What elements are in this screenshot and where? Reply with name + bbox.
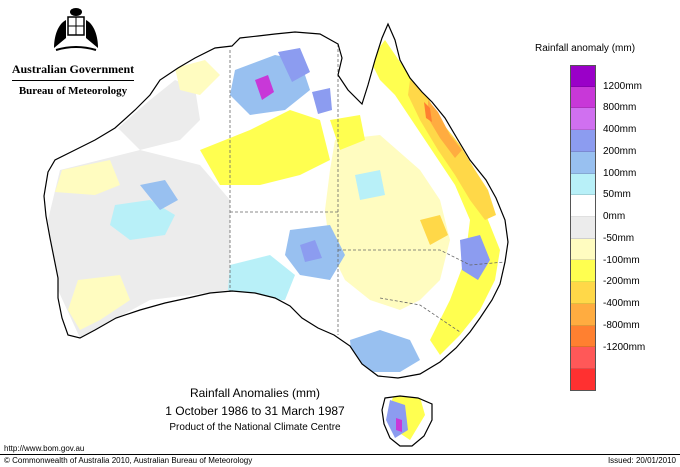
copyright-text: © Commonwealth of Australia 2010, Austra… — [4, 456, 253, 465]
map-period: 1 October 1986 to 31 March 1987 — [165, 404, 345, 418]
legend-swatch — [570, 130, 596, 152]
legend-frame — [570, 65, 596, 391]
anomaly-patches — [48, 40, 500, 440]
legend-swatch — [570, 151, 596, 174]
legend-swatch — [570, 173, 596, 196]
legend-tick-label: -400mm — [603, 298, 640, 310]
legend-color-bar — [570, 65, 596, 391]
legend-tick-label: -50mm — [603, 232, 635, 244]
logo-divider — [12, 80, 134, 81]
legend-swatch — [570, 86, 596, 109]
bureau-title: Bureau of Meteorology — [18, 85, 128, 97]
legend-tick-label: -800mm — [603, 319, 640, 331]
legend-swatch — [570, 325, 596, 348]
legend-swatch — [570, 108, 596, 131]
bom-url-link[interactable]: http://www.bom.gov.au — [4, 444, 85, 453]
legend-swatch — [570, 65, 596, 87]
legend-tick-label: 1200mm — [603, 80, 642, 92]
issued-date: Issued: 20/01/2010 — [607, 456, 676, 465]
legend-tick-label: -1200mm — [603, 341, 646, 353]
legend-swatch — [570, 238, 596, 261]
state-borders — [229, 44, 506, 335]
legend-swatch — [570, 282, 596, 304]
legend-tick-label: 0mm — [603, 211, 626, 223]
rainfall-anomaly-map — [43, 23, 509, 447]
legend-tick-label: 200mm — [603, 145, 637, 157]
legend-swatch — [570, 217, 596, 239]
government-logo: Australian Government Bureau of Meteorol… — [8, 6, 138, 97]
footer-divider — [0, 454, 680, 455]
legend-swatch — [570, 347, 596, 370]
map-title: Rainfall Anomalies (mm) — [189, 386, 321, 400]
map-product-note: Product of the National Climate Centre — [169, 422, 341, 433]
legend-tick-label: -200mm — [603, 276, 640, 288]
government-title: Australian Government — [11, 62, 135, 76]
legend-tick-label: 800mm — [603, 102, 637, 114]
legend-title: Rainfall anomaly (mm) — [535, 43, 636, 54]
legend-tick-label: 50mm — [603, 189, 631, 201]
legend-tick-label: -100mm — [603, 254, 640, 266]
legend-swatch — [570, 303, 596, 326]
coat-of-arms-icon — [54, 8, 98, 51]
legend-tick-label: 400mm — [603, 124, 637, 136]
legend-tick-label: 100mm — [603, 167, 637, 179]
legend-swatch — [570, 195, 596, 218]
legend-swatch — [570, 260, 596, 283]
